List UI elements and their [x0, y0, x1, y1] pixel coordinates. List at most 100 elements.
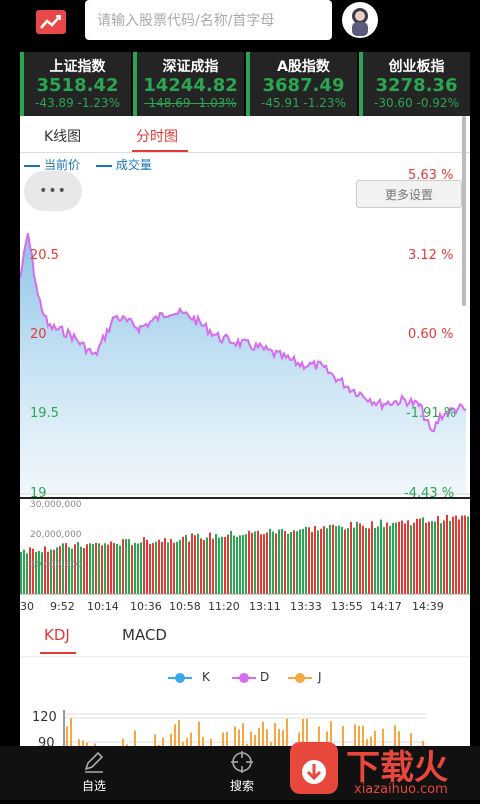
- watermark-url: xiazaihuo.com: [354, 782, 448, 797]
- kdj-axis-label: 120: [32, 710, 57, 725]
- volume-bar: [275, 534, 277, 594]
- pct-axis-label: 3.12 %: [408, 248, 453, 263]
- kdj-legend: K D J: [168, 670, 388, 686]
- time-tick: 9:52: [50, 600, 75, 613]
- volume-bar: [269, 529, 271, 594]
- index-value: 3518.42: [24, 76, 131, 96]
- tab-kdj[interactable]: KDJ: [44, 626, 70, 644]
- volume-bar: [305, 527, 307, 594]
- volume-bar: [278, 530, 280, 594]
- volume-bar: [281, 529, 283, 594]
- volume-bar: [155, 542, 157, 594]
- volume-bar: [446, 515, 448, 594]
- volume-bar: [419, 519, 421, 594]
- volume-bar: [35, 552, 37, 594]
- volume-bar: [83, 548, 85, 594]
- index-card[interactable]: A股指数 3687.49 -45.91 -1.23%: [246, 52, 357, 116]
- volume-bar: [89, 543, 91, 594]
- volume-bar: [200, 538, 202, 594]
- volume-bar: [152, 543, 154, 594]
- volume-bar: [314, 526, 316, 594]
- volume-bar: [323, 526, 325, 594]
- j-bar: [242, 723, 244, 746]
- scrollbar[interactable]: [462, 116, 466, 306]
- volume-bar: [443, 520, 445, 594]
- indicator-tabs: KDJ MACD: [20, 616, 470, 657]
- index-value: 3278.36: [363, 76, 470, 96]
- legend-k: K: [202, 670, 210, 684]
- volume-bar: [461, 516, 463, 594]
- volume-bar: [239, 535, 241, 594]
- volume-bar: [464, 515, 466, 594]
- index-change: -30.60 -0.92%: [363, 96, 470, 110]
- floating-menu-button[interactable]: •••: [24, 171, 82, 211]
- user-avatar[interactable]: [342, 2, 378, 38]
- nav-watchlist[interactable]: 自选: [64, 750, 124, 794]
- j-bar: [222, 733, 224, 746]
- pct-axis-label: 0.60 %: [408, 327, 453, 342]
- volume-bar: [377, 526, 379, 594]
- volume-bar: [434, 522, 436, 594]
- volume-axis-label: 10,000,000: [30, 560, 82, 570]
- volume-bar: [401, 521, 403, 594]
- volume-bar: [368, 528, 370, 594]
- index-card[interactable]: 创业板指 3278.36 -30.60 -0.92%: [359, 52, 470, 116]
- j-bar: [174, 724, 176, 746]
- volume-bar: [365, 528, 367, 594]
- volume-bar: [329, 525, 331, 594]
- volume-bar: [371, 521, 373, 594]
- nav-search-label: 搜索: [212, 777, 272, 794]
- j-bar: [262, 722, 264, 746]
- volume-bar: [422, 517, 424, 594]
- volume-bar: [125, 539, 127, 594]
- app-logo-icon[interactable]: [36, 10, 66, 34]
- index-change: -148.69 -1.03%: [137, 96, 244, 110]
- volume-bar: [146, 540, 148, 594]
- tab-macd[interactable]: MACD: [122, 626, 167, 644]
- j-bar: [282, 730, 284, 746]
- volume-bar: [194, 535, 196, 594]
- volume-bar: [50, 550, 52, 594]
- kdj-axis-label: 90: [38, 736, 55, 746]
- index-card[interactable]: 深证成指 14244.82 -148.69 -1.03%: [133, 52, 244, 116]
- volume-axis-label: 20,000,000: [30, 530, 82, 540]
- volume-bar: [341, 527, 343, 594]
- volume-bar: [440, 523, 442, 594]
- volume-bar: [95, 543, 97, 594]
- volume-bar: [113, 543, 115, 594]
- volume-bar: [44, 546, 46, 594]
- volume-bar: [416, 519, 418, 594]
- volume-bar: [413, 523, 415, 594]
- j-bar: [154, 734, 156, 746]
- volume-bar: [380, 520, 382, 594]
- search-input[interactable]: 请输入股票代码/名称/首字母: [85, 0, 332, 40]
- volume-bar: [431, 521, 433, 594]
- index-card[interactable]: 上证指数 3518.42 -43.89 -1.23%: [20, 52, 131, 116]
- volume-bar: [266, 533, 268, 594]
- volume-bar: [191, 534, 193, 594]
- volume-bar: [245, 534, 247, 594]
- price-axis-label: 19.5: [30, 406, 59, 421]
- j-bar: [274, 723, 276, 746]
- volume-bar: [467, 516, 469, 594]
- index-name: 上证指数: [24, 56, 131, 76]
- volume-bar: [218, 538, 220, 594]
- volume-bar: [203, 540, 205, 594]
- nav-search[interactable]: 搜索: [212, 750, 272, 794]
- volume-bar: [302, 529, 304, 594]
- time-tick: 30: [20, 600, 34, 613]
- volume-bar: [158, 540, 160, 594]
- index-value: 14244.82: [137, 76, 244, 96]
- legend-j: J: [318, 670, 322, 684]
- volume-bar: [170, 539, 172, 594]
- volume-bar: [287, 534, 289, 594]
- volume-bar: [182, 537, 184, 594]
- more-settings-button[interactable]: 更多设置: [356, 180, 462, 208]
- pct-axis-label: -4.43 %: [404, 486, 454, 501]
- j-bar: [78, 739, 80, 746]
- volume-bar: [338, 526, 340, 594]
- watermark: 下载火 xiazaihuo.com: [286, 738, 480, 800]
- search-placeholder: 请输入股票代码/名称/首字母: [97, 10, 274, 30]
- j-bar: [238, 729, 240, 746]
- j-bar: [198, 722, 200, 746]
